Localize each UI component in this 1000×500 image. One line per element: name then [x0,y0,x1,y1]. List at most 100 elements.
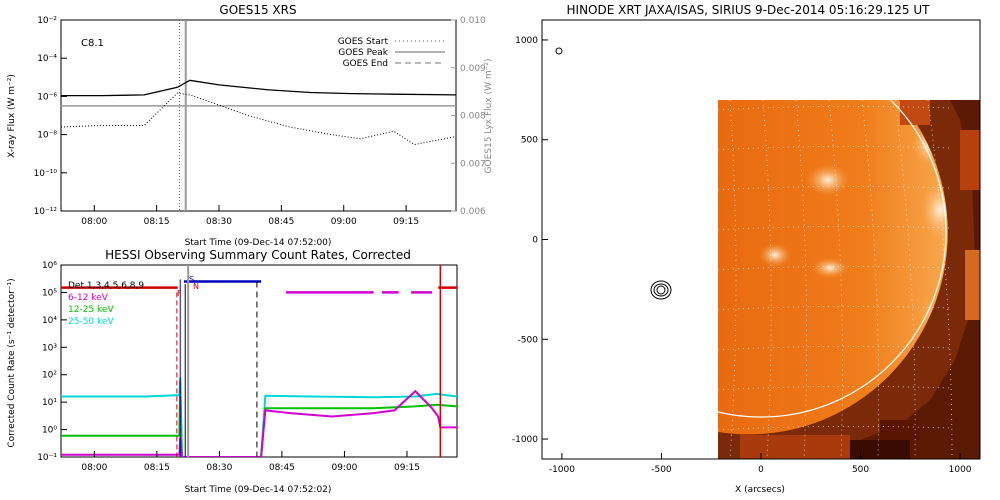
xrt-ytick-label: 500 [521,136,538,146]
hessi-xtick-label: 08:00 [81,463,107,473]
xrt-heliographic-grid [718,100,953,459]
xrt-grid-latitude [718,426,951,431]
goes-ytick-right-label: 0.009 [460,64,486,74]
xrt-grid-longitude [927,100,953,459]
goes-ylabel: X-ray Flux (W m⁻²) [7,74,17,158]
xrt-block [900,100,930,125]
hessi-panel: HESSI Observing Summary Count Rates, Cor… [7,248,458,495]
goes-legend: GOES Start GOES Peak GOES End [338,37,445,69]
xrt-contours [555,47,672,300]
goes-long-series [61,79,456,97]
goes-axes: 10⁻² 10⁻⁴ 10⁻⁶ 10⁻⁸ 10⁻¹⁰ 10⁻¹² 0.010 0.009 0.00… [34,16,486,227]
goes-xtick-label: 09:15 [393,217,419,227]
hessi-legend: Det 1,3,4,5,6,8,9 6-12 keV 12-25 keV 25-… [68,281,144,327]
goes-legend-peak: GOES Peak [338,48,388,58]
goes-xtick-label: 08:00 [81,217,107,227]
goes-ylabel-right: GOES15 Lyx Flux (W m⁻²) [484,59,494,174]
goes-ytick-label: 10⁻⁴ [37,54,57,64]
hessi-ytick-label: 10⁻¹ [37,453,57,463]
xrt-marker [555,47,563,55]
xrt-grid-longitude [828,100,843,459]
goes-title: GOES15 XRS [219,3,296,17]
xrt-image [718,100,980,459]
xrt-block [880,420,920,440]
hessi-ytick-label: 10⁵ [42,288,57,298]
goes-legend-end: GOES End [343,59,388,69]
hessi-ytick-label: 10² [42,371,57,381]
xrt-active-region [806,164,850,196]
goes-xtick-label: 09:00 [331,217,357,227]
xrt-xlabel: X (arcsecs) [735,485,785,495]
xrt-xtick-label: -500 [651,465,672,475]
goes-ytick-label: 10⁻¹⁰ [34,169,58,179]
hessi-ylabel: Corrected Count Rate (s⁻¹ detector⁻¹) [7,278,17,447]
hessi-flag-n: N [193,282,199,291]
goes-series-group [61,20,456,211]
xrt-contour-ring [650,280,672,300]
goes-xtick-label: 08:45 [268,217,294,227]
hessi-title: HESSI Observing Summary Count Rates, Cor… [105,248,411,262]
hessi-xtick-label: 09:00 [331,463,357,473]
goes-ytick-right-label: 0.006 [460,207,486,217]
goes-ytick-label: 10⁻⁸ [37,131,57,141]
goes-ytick-right-label: 0.007 [460,159,486,169]
goes-legend-start: GOES Start [338,37,389,47]
hessi-xlabel: Start Time (09-Dec-14 07:52:02) [185,485,332,495]
xrt-contour-ring [656,285,666,295]
hessi-flag-s: S [189,275,194,284]
hessi-axes: 10⁶ 10⁵ 10⁴ 10³ 10² 10¹ 10⁰ 10⁻¹ 08:00 08:15 08:30… [37,261,420,473]
xrt-grid-latitude [718,266,951,271]
goes-ytick-label: 10⁻⁶ [37,92,57,102]
goes-ytick-right-label: 0.010 [460,16,486,26]
hessi-legend-det: Det 1,3,4,5,6,8,9 [68,281,144,291]
hessi-series-group [61,265,457,457]
xrt-grid-latitude [718,106,951,111]
xrt-grid-longitude [861,100,880,459]
hessi-series-25-50-kev [61,377,457,457]
hessi-xtick-label: 08:15 [144,463,170,473]
hessi-xtick-label: 08:30 [206,463,232,473]
xrt-active-region [812,258,848,278]
xrt-active-region [759,243,791,267]
goes-xlabel: Start Time (09-Dec-14 07:52:00) [185,238,332,248]
xrt-title: HINODE XRT JAXA/ISAS, SIRIUS 9-Dec-2014 … [567,3,931,17]
xrt-block [960,130,980,190]
hessi-flag-f: F [177,289,182,298]
hessi-legend-12-25: 12-25 keV [68,305,114,315]
xrt-block [965,250,980,320]
xrt-ytick-label: -500 [518,335,539,345]
goes-xtick-label: 08:15 [144,217,170,227]
xrt-xtick-label: 1000 [949,465,972,475]
goes-class-label: C8.1 [81,38,104,49]
hessi-xtick-label: 09:15 [394,463,420,473]
goes-short-series [61,92,456,146]
xrt-grid-longitude [795,100,808,459]
hessi-series-6-12-kev [61,389,457,457]
goes-ytick-label: 10⁻¹² [34,207,58,217]
xrt-grid-longitude [894,100,916,459]
xrt-solar-limb [718,100,947,418]
hessi-ytick-label: 10⁶ [42,261,57,271]
xrt-grid-latitude [718,306,951,311]
xrt-xtick-label: 0 [758,465,764,475]
goes-xtick-label: 08:30 [206,217,232,227]
xrt-grid-latitude [718,346,951,351]
xrt-ytick-label: 1000 [515,36,538,46]
xrt-xtick-label: -1000 [549,465,575,475]
xrt-block [740,435,850,459]
xrt-ytick-label: 0 [532,236,538,246]
goes-plot-frame [60,19,457,212]
hessi-legend-25-50: 25-50 keV [68,317,114,327]
xrt-xtick-label: 500 [852,465,869,475]
goes-ytick-label: 10⁻² [37,16,57,26]
hessi-plot-frame [60,264,458,458]
hessi-ytick-label: 10³ [42,343,57,353]
hessi-legend-6-12: 6-12 keV [68,293,109,303]
xrt-grid-latitude [718,186,951,191]
hessi-ytick-label: 10¹ [42,398,57,408]
xrt-ytick-label: -1000 [512,435,538,445]
xrt-block [850,440,910,459]
xrt-contour-ring [653,283,669,297]
goes-ytick-right-label: 0.008 [460,112,486,122]
